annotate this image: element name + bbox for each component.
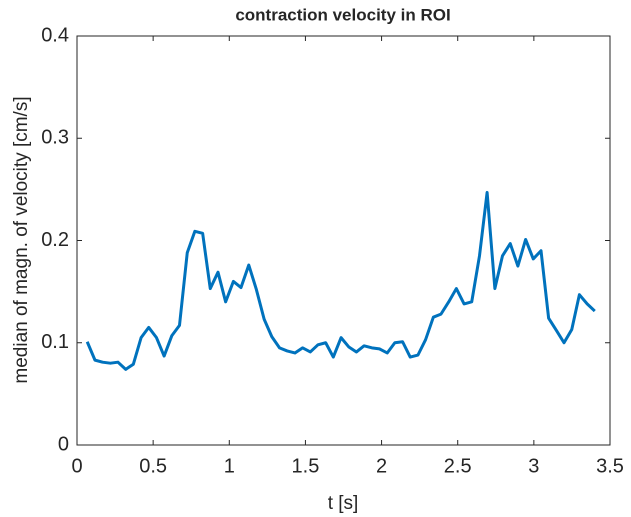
y-tick-label: 0.2 — [41, 229, 69, 251]
chart-title: contraction velocity in ROI — [235, 5, 450, 24]
x-axis-label: t [s] — [328, 493, 359, 514]
x-tick-label: 0.5 — [139, 455, 167, 477]
plot-area — [77, 36, 610, 445]
y-tick-label: 0.4 — [41, 24, 69, 46]
x-tick-label: 1.5 — [292, 455, 320, 477]
axes-box — [76, 35, 611, 446]
x-tick-label: 2 — [376, 455, 387, 477]
x-tick-label: 1 — [224, 455, 235, 477]
x-tick-label: 2.5 — [444, 455, 472, 477]
data-line — [85, 190, 596, 371]
x-tick-label: 0 — [71, 455, 82, 477]
x-tick-label: 3 — [528, 455, 539, 477]
x-tick-label: 3.5 — [596, 455, 624, 477]
y-axis-label: median of magn. of velocity [cm/s] — [11, 96, 32, 383]
y-tick-label: 0 — [58, 433, 69, 455]
y-tick-label: 0.3 — [41, 127, 69, 149]
y-tick-label: 0.1 — [41, 331, 69, 353]
